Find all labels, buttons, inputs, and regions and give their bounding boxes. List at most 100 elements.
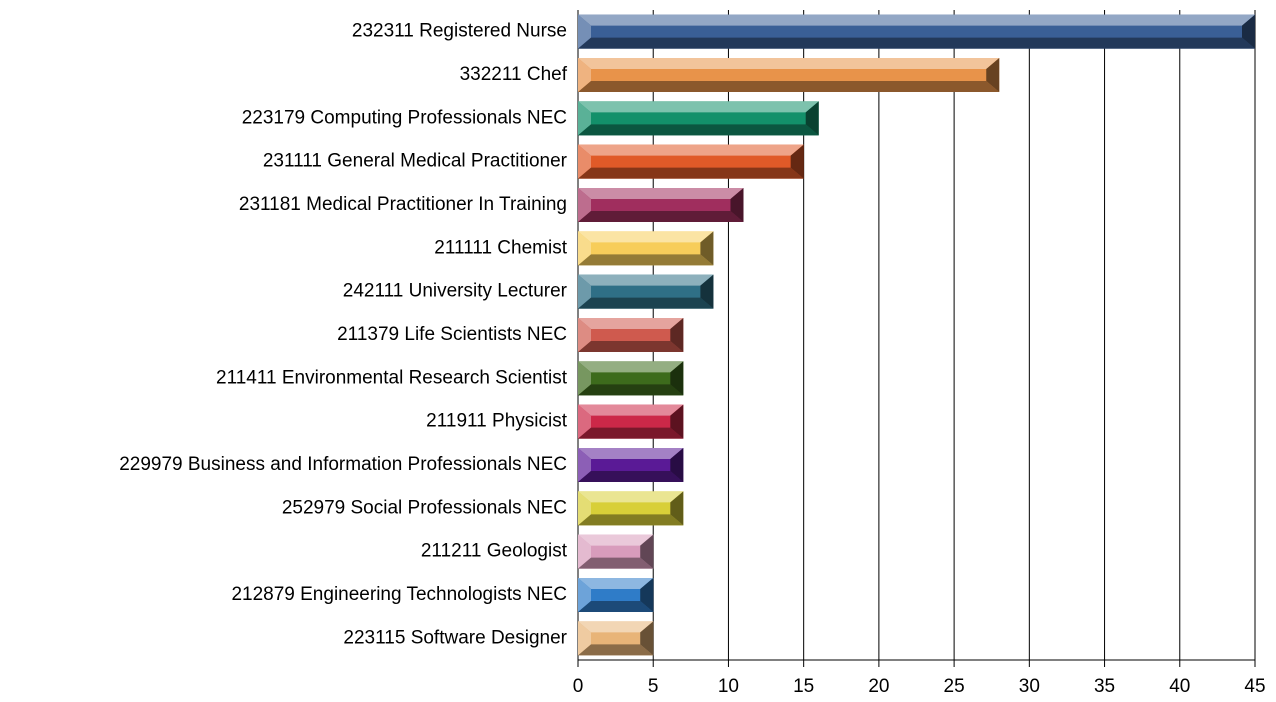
bar-bevel-top bbox=[578, 448, 684, 459]
bar-bevel-left bbox=[578, 491, 591, 526]
bar-bevel-top bbox=[578, 274, 714, 286]
bar-bevel-right bbox=[700, 274, 714, 309]
bar-bevel-bottom bbox=[578, 211, 744, 222]
bar-group bbox=[578, 14, 1255, 49]
bar-bevel-bottom bbox=[578, 514, 684, 526]
x-tick-label: 40 bbox=[1169, 676, 1190, 697]
bar-bevel-left bbox=[578, 14, 591, 49]
x-tick-label: 10 bbox=[718, 676, 739, 697]
y-tick-label: 223179 Computing Professionals NEC bbox=[242, 107, 567, 128]
bar-bevel-bottom bbox=[578, 341, 684, 352]
bar-bevel-top bbox=[578, 534, 654, 546]
bar-bevel-right bbox=[640, 578, 654, 612]
bar-bevel-top bbox=[578, 144, 804, 156]
y-tick-label: 232311 Registered Nurse bbox=[352, 21, 567, 42]
bar-group bbox=[578, 621, 654, 656]
bar-bevel-right bbox=[790, 144, 804, 179]
y-tick-label: 223115 Software Designer bbox=[343, 627, 567, 648]
bar-bevel-bottom bbox=[578, 471, 684, 482]
bar-bevel-top bbox=[578, 188, 744, 199]
bar-bevel-left bbox=[578, 578, 591, 612]
bar-bevel-right bbox=[640, 621, 654, 656]
bar-bevel-left bbox=[578, 144, 591, 179]
bar-bevel-top bbox=[578, 404, 684, 416]
y-tick-label: 231181 Medical Practitioner In Training bbox=[239, 194, 567, 215]
bar-bevel-right bbox=[640, 534, 654, 569]
bar-group bbox=[578, 404, 684, 439]
y-tick-label: 231111 General Medical Practitioner bbox=[263, 151, 568, 172]
bar-group bbox=[578, 101, 819, 136]
x-tick-label: 20 bbox=[868, 676, 889, 697]
x-tick-label: 0 bbox=[573, 676, 584, 697]
bar-bevel-left bbox=[578, 188, 591, 222]
y-tick-label: 211379 Life Scientists NEC bbox=[337, 324, 567, 345]
bar-bevel-bottom bbox=[578, 427, 684, 439]
bar-bevel-left bbox=[578, 101, 591, 136]
bar-bevel-top bbox=[578, 578, 654, 589]
y-tick-label: 332211 Chef bbox=[460, 64, 568, 85]
bar-group bbox=[578, 491, 684, 526]
bar-bevel-right bbox=[805, 101, 819, 136]
y-tick-label: 211911 Physicist bbox=[426, 411, 568, 432]
bar-bevel-right bbox=[700, 231, 714, 266]
bar-group bbox=[578, 58, 1000, 92]
bar-bevel-right bbox=[1242, 14, 1255, 49]
bar-bevel-right bbox=[670, 361, 684, 396]
bar-bevel-right bbox=[670, 491, 684, 526]
bar-bevel-left bbox=[578, 231, 591, 266]
y-tick-label: 229979 Business and Information Professi… bbox=[119, 454, 567, 475]
y-tick-label: 211111 Chemist bbox=[434, 237, 567, 258]
bar-bevel-top bbox=[578, 58, 1000, 69]
x-tick-label: 35 bbox=[1094, 676, 1115, 697]
bar-group bbox=[578, 274, 714, 309]
x-tick-label: 15 bbox=[793, 676, 814, 697]
bar-bevel-top bbox=[578, 318, 684, 329]
bar-bevel-right bbox=[670, 318, 684, 352]
bar-bevel-bottom bbox=[578, 37, 1255, 49]
bar-group bbox=[578, 188, 744, 222]
bar-bevel-bottom bbox=[578, 254, 714, 266]
x-tick-label: 5 bbox=[648, 676, 659, 697]
bar-bevel-right bbox=[730, 188, 744, 222]
bar-bevel-left bbox=[578, 534, 591, 569]
bar-bevel-left bbox=[578, 404, 591, 439]
bar-bevel-bottom bbox=[578, 557, 654, 569]
y-tick-label: 212879 Engineering Technologists NEC bbox=[231, 584, 567, 605]
x-tick-label: 30 bbox=[1019, 676, 1040, 697]
bar-group bbox=[578, 448, 684, 482]
bar-bevel-left bbox=[578, 58, 591, 92]
bar-group bbox=[578, 144, 804, 179]
y-tick-label: 242111 University Lecturer bbox=[343, 281, 568, 302]
bar-bevel-bottom bbox=[578, 384, 684, 396]
bar-bevel-bottom bbox=[578, 81, 1000, 92]
bar-bevel-right bbox=[670, 404, 684, 439]
bar-group bbox=[578, 231, 714, 266]
bar-bevel-top bbox=[578, 491, 684, 503]
x-tick-label: 45 bbox=[1244, 676, 1265, 697]
bar-bevel-top bbox=[578, 14, 1255, 26]
bar-group bbox=[578, 318, 684, 352]
bar-bevel-top bbox=[578, 231, 714, 243]
bar-bevel-bottom bbox=[578, 167, 804, 179]
bar-bevel-left bbox=[578, 361, 591, 396]
bar-bevel-bottom bbox=[578, 124, 819, 136]
bar-bevel-left bbox=[578, 448, 591, 482]
bar-group bbox=[578, 534, 654, 569]
bar-bevel-right bbox=[986, 58, 1000, 92]
bar-group bbox=[578, 578, 654, 612]
bar-bevel-bottom bbox=[578, 297, 714, 309]
x-tick-label: 25 bbox=[944, 676, 965, 697]
bar-bevel-left bbox=[578, 274, 591, 309]
bar-group bbox=[578, 361, 684, 396]
y-tick-label: 211411 Environmental Research Scientist bbox=[216, 367, 568, 388]
bar-bevel-top bbox=[578, 101, 819, 113]
y-tick-label: 211211 Geologist bbox=[421, 541, 568, 562]
bar-bevel-bottom bbox=[578, 644, 654, 656]
bar-bevel-right bbox=[670, 448, 684, 482]
bar-bevel-top bbox=[578, 621, 654, 633]
y-tick-label: 252979 Social Professionals NEC bbox=[282, 497, 567, 518]
bar-bevel-left bbox=[578, 621, 591, 656]
bar-bevel-left bbox=[578, 318, 591, 352]
bar-bevel-top bbox=[578, 361, 684, 373]
